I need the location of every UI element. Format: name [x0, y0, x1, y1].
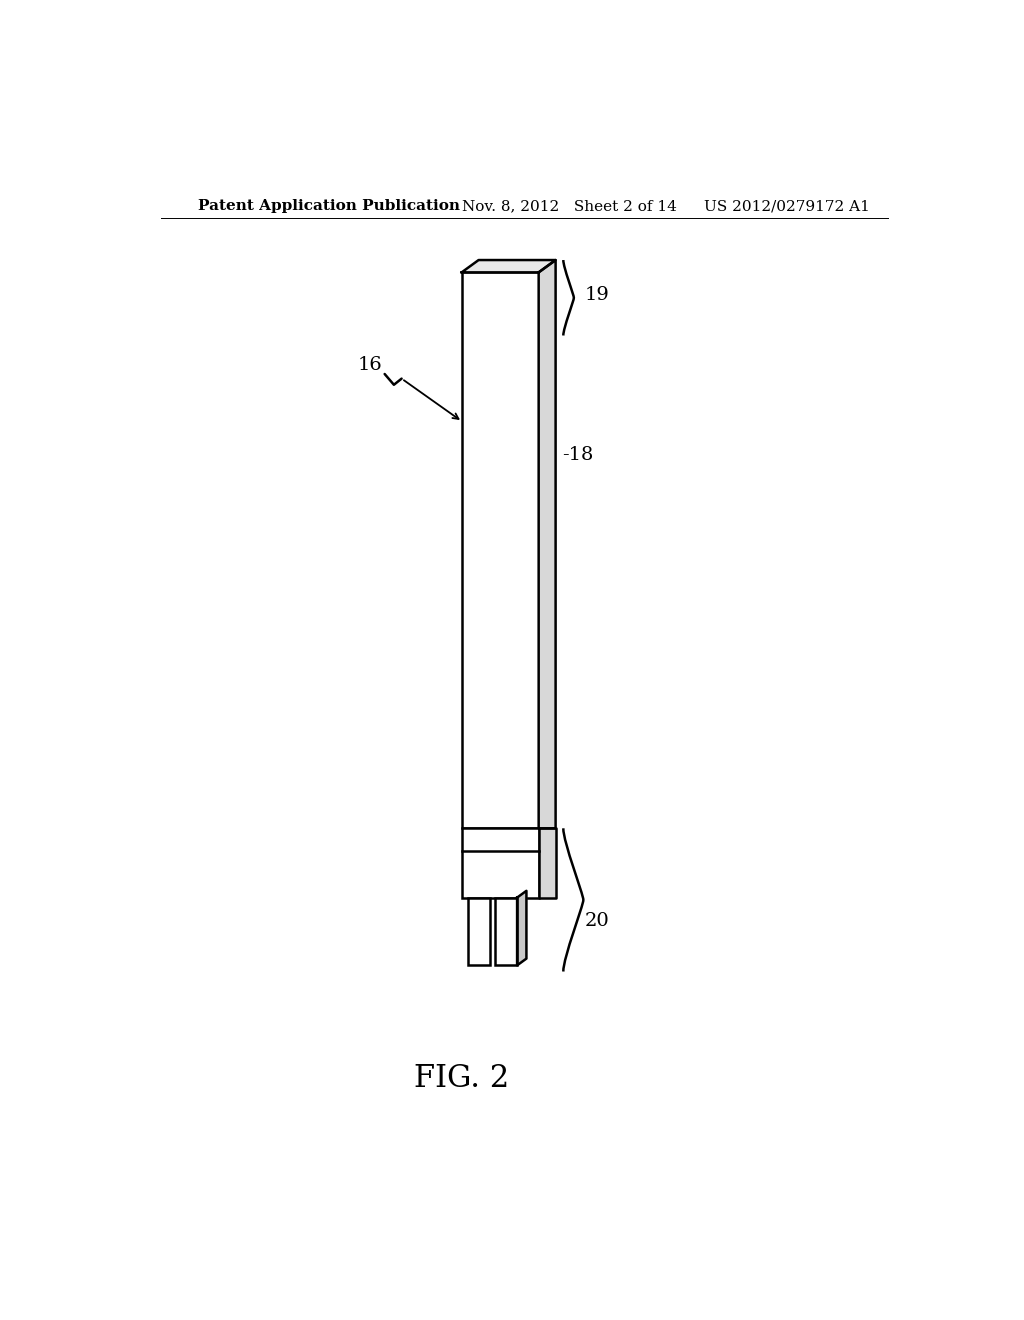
Text: Nov. 8, 2012   Sheet 2 of 14: Nov. 8, 2012 Sheet 2 of 14 — [462, 199, 677, 213]
Polygon shape — [539, 829, 556, 898]
Text: 20: 20 — [585, 912, 609, 929]
Text: 19: 19 — [585, 285, 609, 304]
Bar — [495, 898, 517, 965]
Text: FIG. 2: FIG. 2 — [414, 1063, 509, 1094]
Bar — [462, 272, 539, 829]
Bar — [462, 829, 539, 898]
Text: Patent Application Publication: Patent Application Publication — [199, 199, 461, 213]
Polygon shape — [517, 891, 526, 965]
Bar — [468, 898, 490, 965]
Text: US 2012/0279172 A1: US 2012/0279172 A1 — [703, 199, 869, 213]
Polygon shape — [539, 260, 556, 829]
Text: -18: -18 — [562, 446, 593, 463]
Text: 16: 16 — [357, 356, 382, 374]
Polygon shape — [462, 260, 556, 272]
